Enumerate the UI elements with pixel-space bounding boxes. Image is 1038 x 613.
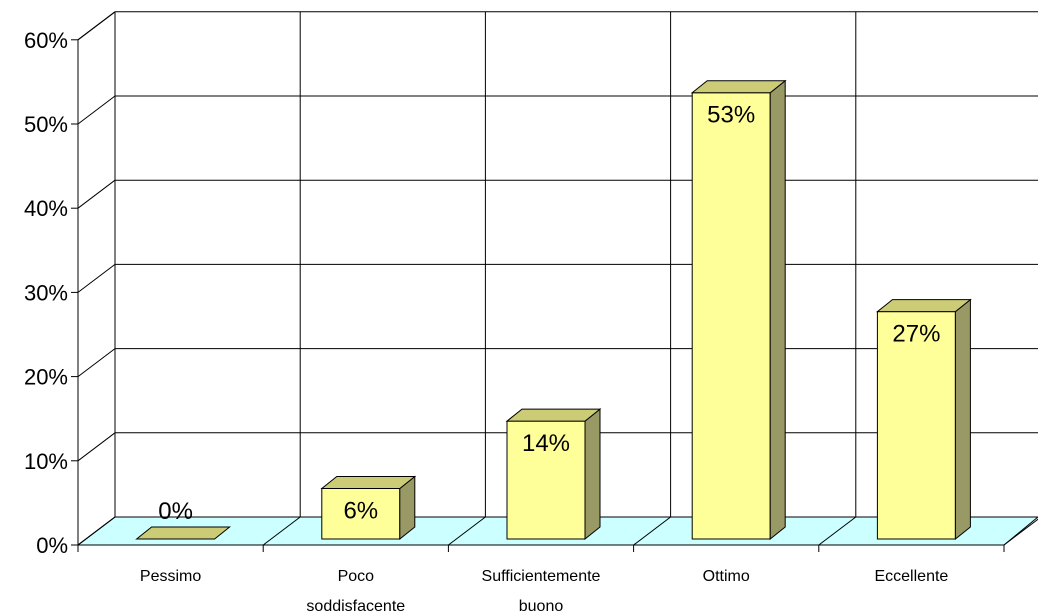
gridline-side (77, 432, 116, 462)
floor-divider (77, 516, 116, 546)
bar-front (691, 92, 771, 540)
gridline-side (77, 95, 116, 125)
labels: 0% 10% 20% 30% 40% 50% 60% 0% Pessimo 6% Poco soddi… (24, 28, 948, 613)
y-tick-label: 0% (36, 533, 68, 558)
floor-divider (1003, 518, 1038, 546)
bar-top (690, 80, 787, 94)
bar-top (320, 475, 417, 489)
wall-top-edge (77, 11, 116, 41)
data-label: 27% (892, 321, 940, 348)
data-label: 6% (343, 497, 378, 524)
bar (320, 475, 417, 541)
gridlines (77, 11, 1038, 546)
category-label: Eccellente (874, 568, 948, 585)
axes (71, 11, 1005, 552)
bar (505, 408, 602, 541)
category-label: Pessimo (140, 568, 201, 585)
category-label: Ottimo (703, 568, 750, 585)
y-tick-label: 10% (24, 449, 68, 474)
bar-side (584, 408, 601, 541)
bar (690, 79, 787, 541)
floor-divider (818, 516, 857, 546)
bar (875, 298, 972, 541)
y-tick-label: 30% (24, 280, 68, 305)
floor-divider (633, 516, 671, 546)
y-tick-label: 20% (24, 365, 68, 390)
y-tick-label: 40% (24, 196, 68, 221)
data-label: 14% (522, 430, 570, 457)
category-label: Sufficientemente buono (482, 568, 601, 613)
bar-top (875, 299, 972, 313)
gridline-side (77, 179, 116, 209)
bar-side (954, 298, 971, 541)
bar-top (505, 408, 602, 422)
category-label: Poco soddisfacente (306, 568, 405, 613)
gridline-side (77, 264, 116, 293)
bars (135, 79, 972, 541)
y-tick-label: 50% (24, 112, 68, 137)
y-tick-label: 60% (24, 28, 68, 53)
floor-divider (448, 516, 486, 546)
gridline-side (77, 348, 116, 377)
floor-divider (262, 516, 301, 546)
data-label: 0% (158, 498, 193, 525)
data-label: 53% (707, 102, 755, 129)
bar-side (769, 79, 786, 541)
bar-top (135, 526, 232, 540)
bar (135, 526, 232, 540)
